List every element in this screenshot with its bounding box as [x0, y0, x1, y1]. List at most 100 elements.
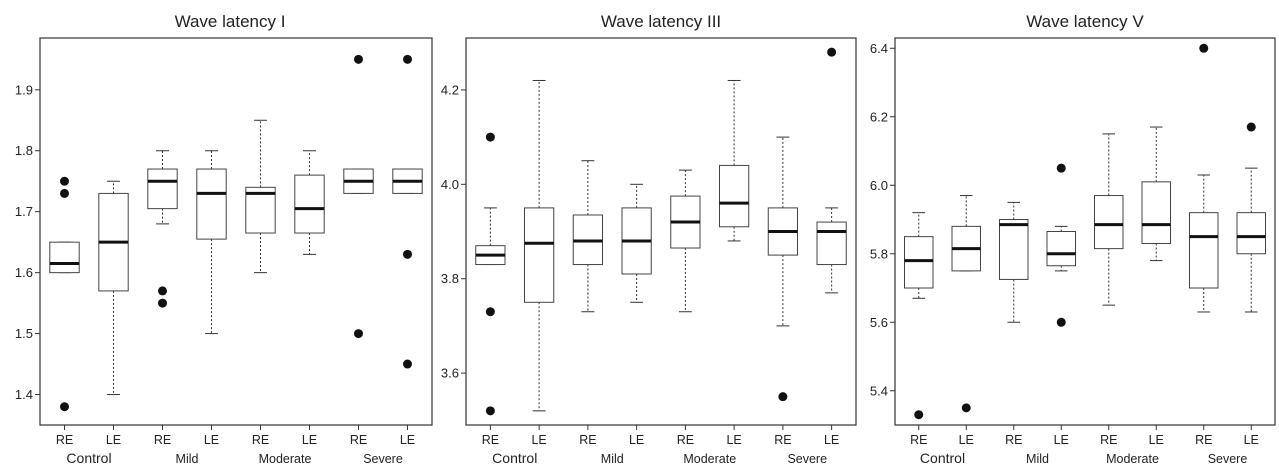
- box-control-le: [524, 79, 555, 412]
- box-control-re: [49, 176, 80, 412]
- outlier-point: [485, 406, 495, 416]
- box-iqr: [1141, 181, 1171, 244]
- box-iqr: [719, 164, 750, 228]
- y-tick-label: 6.4: [870, 41, 888, 56]
- y-tick-label: 5.8: [870, 246, 888, 261]
- panel-1: Wave latency I 1.4 1.5 1.6 1.7 1.8 1.9 RE LE RE LE…: [15, 12, 433, 466]
- x-tick-label: RE: [1195, 433, 1212, 447]
- box-severe-le: [1236, 122, 1266, 313]
- box-mild-re: [572, 160, 603, 313]
- outlier-point: [914, 410, 924, 420]
- x-tick-label: RE: [56, 433, 73, 447]
- y-tick-label: 4.2: [441, 82, 459, 97]
- group-label-mild: Mild: [1026, 452, 1049, 466]
- x-tick-label: LE: [1054, 433, 1069, 447]
- box-iqr: [147, 168, 178, 210]
- x-tick-label: RE: [350, 433, 367, 447]
- box-iqr: [524, 207, 555, 303]
- outlier-point: [403, 54, 412, 64]
- outlier-point: [778, 392, 788, 402]
- box-moderate-le: [719, 79, 750, 242]
- y-tick-label: 1.4: [15, 387, 33, 402]
- outlier-point: [485, 307, 495, 317]
- box-moderate-re: [1094, 133, 1124, 306]
- box-iqr: [816, 221, 847, 266]
- outlier-point: [60, 176, 69, 186]
- box-iqr: [49, 241, 80, 274]
- panel-title: Wave latency V: [1026, 12, 1144, 31]
- x-tick-label: LE: [302, 433, 317, 447]
- y-tick-label: 6.2: [870, 109, 888, 124]
- box-moderate-re: [245, 119, 276, 274]
- outlier-point: [485, 132, 495, 142]
- box-severe-le: [816, 47, 847, 294]
- box-mild-le: [1046, 163, 1076, 327]
- plot-frame: [39, 37, 433, 426]
- outlier-point: [354, 54, 363, 64]
- box-severe-re: [767, 136, 798, 402]
- box-control-le: [98, 180, 129, 396]
- x-tick-label: RE: [579, 433, 596, 447]
- x-tick-label: LE: [204, 433, 219, 447]
- box-control-re: [904, 212, 934, 420]
- outlier-point: [403, 249, 412, 259]
- box-severe-re: [343, 54, 374, 339]
- box-moderate-re: [670, 169, 701, 313]
- box-mild-le: [621, 183, 652, 303]
- x-tick-label: LE: [106, 433, 121, 447]
- group-label-severe: Severe: [363, 452, 403, 466]
- panel-3: Wave latency V 5.4 5.6 5.8 6.0 6.2 6.4 RE LE RE LE…: [870, 12, 1276, 466]
- outlier-point: [961, 403, 971, 413]
- x-tick-label: RE: [677, 433, 694, 447]
- box-iqr: [904, 236, 934, 289]
- box-iqr: [999, 219, 1029, 280]
- x-tick-label: LE: [400, 433, 415, 447]
- box-mild-re: [147, 150, 178, 308]
- box-iqr: [1046, 231, 1076, 267]
- box-severe-re: [1189, 43, 1219, 313]
- x-tick-label: LE: [531, 433, 546, 447]
- group-label-moderate: Moderate: [1106, 452, 1159, 466]
- outlier-point: [60, 188, 69, 198]
- x-tick-label: LE: [824, 433, 839, 447]
- box-control-le: [951, 195, 981, 413]
- box-severe-le: [392, 54, 423, 369]
- x-tick-label: LE: [959, 433, 974, 447]
- group-label-control: Control: [920, 450, 965, 466]
- y-tick-label: 3.6: [441, 366, 459, 381]
- outlier-point: [403, 359, 412, 369]
- group-label-severe: Severe: [1208, 452, 1248, 466]
- panel-title: Wave latency I: [175, 12, 286, 31]
- group-label-moderate: Moderate: [683, 452, 736, 466]
- y-tick-label: 1.5: [15, 326, 33, 341]
- x-tick-label: RE: [1005, 433, 1022, 447]
- x-tick-label: LE: [726, 433, 741, 447]
- group-label-mild: Mild: [601, 452, 624, 466]
- outlier-point: [158, 286, 167, 296]
- y-tick-label: 5.4: [870, 383, 888, 398]
- x-tick-label: RE: [774, 433, 791, 447]
- group-label-severe: Severe: [787, 452, 827, 466]
- box-iqr: [196, 168, 227, 240]
- outlier-point: [1199, 43, 1209, 53]
- box-mild-re: [999, 201, 1029, 323]
- outlier-point: [1246, 122, 1256, 132]
- x-tick-label: RE: [252, 433, 269, 447]
- panel-2: Wave latency III 3.6 3.8 4.0 4.2 RE LE RE LE RE LE…: [441, 12, 857, 466]
- x-tick-label: LE: [1244, 433, 1259, 447]
- y-tick-label: 6.0: [870, 178, 888, 193]
- x-tick-label: LE: [629, 433, 644, 447]
- y-tick-label: 1.6: [15, 265, 33, 280]
- y-tick-label: 1.7: [15, 204, 33, 219]
- panel-title: Wave latency III: [601, 12, 721, 31]
- outlier-point: [827, 47, 837, 57]
- box-iqr: [1189, 212, 1219, 289]
- y-tick-label: 4.0: [441, 177, 459, 192]
- box-iqr: [245, 186, 276, 234]
- plot-frame: [894, 37, 1276, 426]
- y-tick-label: 5.6: [870, 315, 888, 330]
- outlier-point: [1056, 163, 1066, 173]
- x-tick-label: RE: [154, 433, 171, 447]
- x-tick-label: RE: [482, 433, 499, 447]
